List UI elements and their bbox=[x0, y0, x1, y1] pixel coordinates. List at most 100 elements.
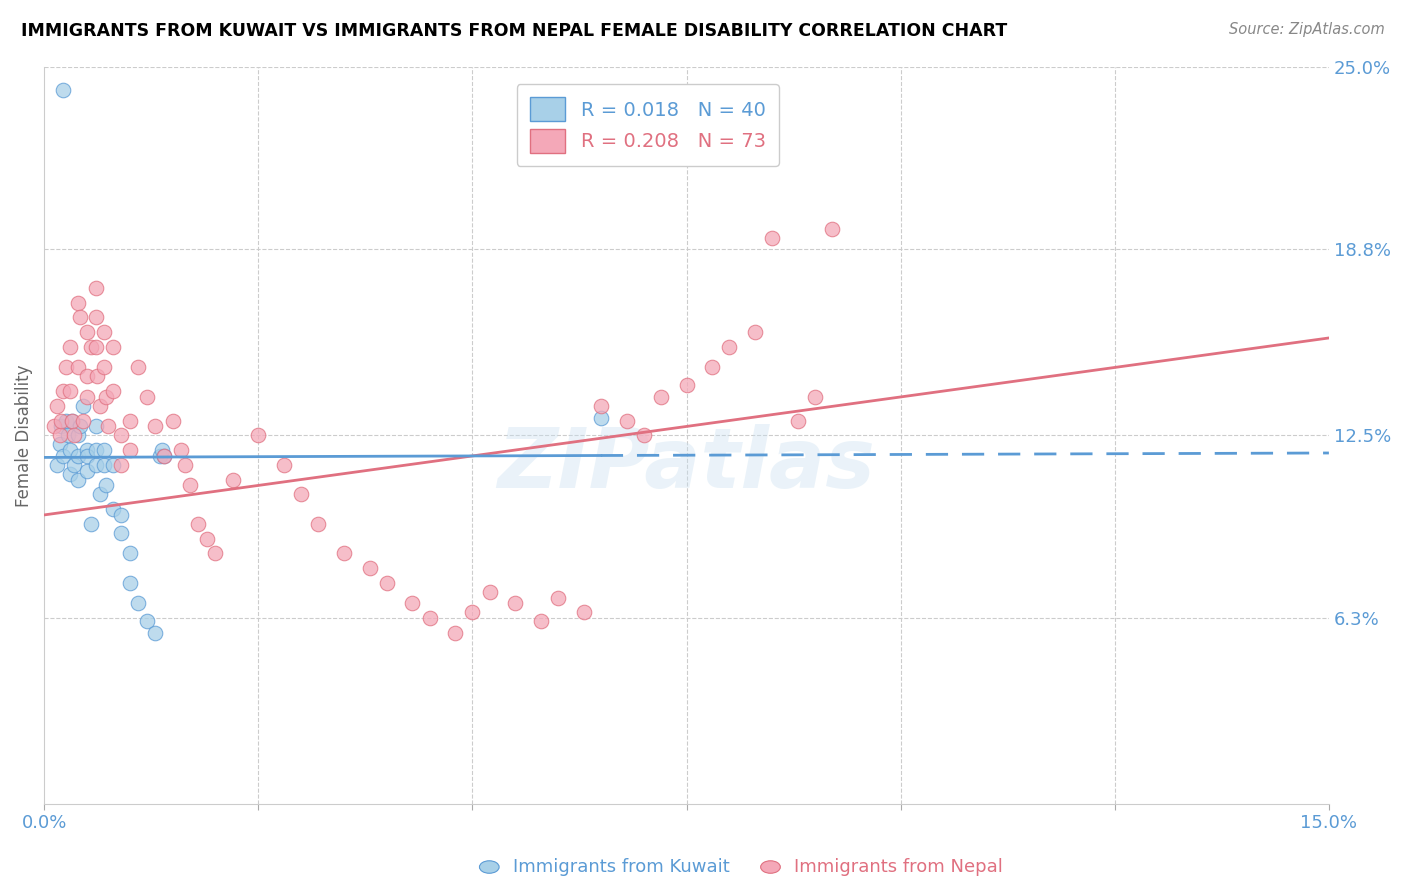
Point bbox=[52, 83, 75, 97]
Point bbox=[359, 561, 381, 575]
Text: Immigrants from Kuwait: Immigrants from Kuwait bbox=[513, 858, 730, 876]
Point bbox=[650, 390, 672, 404]
Point bbox=[118, 575, 141, 590]
Point bbox=[204, 546, 226, 560]
Point bbox=[46, 458, 69, 472]
Point bbox=[153, 449, 176, 463]
Point bbox=[702, 360, 724, 375]
Point bbox=[333, 546, 356, 560]
Point bbox=[59, 443, 82, 458]
Point bbox=[187, 516, 209, 531]
Point bbox=[76, 369, 98, 384]
Point bbox=[76, 449, 98, 463]
Point bbox=[401, 596, 423, 610]
Point bbox=[110, 458, 132, 472]
Point bbox=[419, 611, 441, 625]
Point bbox=[821, 222, 844, 236]
Point bbox=[675, 378, 697, 392]
Point bbox=[135, 390, 157, 404]
Point bbox=[55, 360, 77, 375]
Point bbox=[478, 584, 501, 599]
Point bbox=[67, 360, 90, 375]
Point bbox=[150, 443, 173, 458]
Point bbox=[67, 295, 90, 310]
Text: IMMIGRANTS FROM KUWAIT VS IMMIGRANTS FROM NEPAL FEMALE DISABILITY CORRELATION CH: IMMIGRANTS FROM KUWAIT VS IMMIGRANTS FRO… bbox=[21, 22, 1007, 40]
Point bbox=[633, 428, 655, 442]
Point bbox=[589, 410, 612, 425]
Point bbox=[461, 605, 484, 619]
Point bbox=[51, 419, 73, 434]
Point bbox=[149, 449, 172, 463]
Point bbox=[46, 399, 69, 413]
Point bbox=[48, 437, 70, 451]
Point bbox=[89, 399, 111, 413]
Point bbox=[110, 525, 132, 540]
Point bbox=[127, 360, 149, 375]
Point bbox=[145, 419, 167, 434]
Point bbox=[718, 340, 741, 354]
Point bbox=[63, 458, 86, 472]
Point bbox=[530, 614, 553, 628]
Point bbox=[94, 478, 117, 492]
Point bbox=[375, 575, 398, 590]
Point bbox=[60, 413, 83, 427]
Point bbox=[145, 626, 167, 640]
Point bbox=[84, 419, 107, 434]
Point bbox=[76, 443, 98, 458]
Point bbox=[761, 230, 783, 244]
Point bbox=[118, 443, 141, 458]
Point bbox=[179, 478, 201, 492]
Point bbox=[93, 325, 115, 339]
Point bbox=[56, 428, 79, 442]
Point bbox=[76, 325, 98, 339]
Point bbox=[72, 399, 94, 413]
Point bbox=[97, 419, 120, 434]
Point bbox=[80, 516, 103, 531]
Y-axis label: Female Disability: Female Disability bbox=[15, 364, 32, 507]
Point bbox=[101, 384, 124, 398]
Point bbox=[84, 310, 107, 325]
Point bbox=[786, 413, 808, 427]
Point bbox=[84, 443, 107, 458]
Point bbox=[170, 443, 193, 458]
Point bbox=[67, 473, 90, 487]
Point bbox=[101, 458, 124, 472]
Point bbox=[127, 596, 149, 610]
Point bbox=[63, 428, 86, 442]
Point bbox=[547, 591, 569, 605]
Point bbox=[290, 487, 312, 501]
Point bbox=[101, 340, 124, 354]
Point bbox=[69, 310, 91, 325]
Point bbox=[86, 369, 108, 384]
Point bbox=[118, 546, 141, 560]
Point bbox=[60, 413, 83, 427]
Point bbox=[59, 340, 82, 354]
Point bbox=[72, 413, 94, 427]
Point bbox=[48, 428, 70, 442]
Point bbox=[162, 413, 184, 427]
Point bbox=[84, 340, 107, 354]
Point bbox=[110, 508, 132, 522]
Point bbox=[55, 413, 77, 427]
Point bbox=[153, 449, 176, 463]
Point bbox=[174, 458, 197, 472]
Point bbox=[69, 419, 91, 434]
Point bbox=[51, 413, 73, 427]
Point bbox=[84, 458, 107, 472]
Point bbox=[93, 443, 115, 458]
Point bbox=[52, 384, 75, 398]
Point bbox=[76, 390, 98, 404]
Point bbox=[59, 384, 82, 398]
Point bbox=[444, 626, 467, 640]
Point bbox=[118, 413, 141, 427]
Legend: R = 0.018   N = 40, R = 0.208   N = 73: R = 0.018 N = 40, R = 0.208 N = 73 bbox=[516, 84, 779, 166]
Point bbox=[101, 502, 124, 516]
Point bbox=[89, 487, 111, 501]
Point bbox=[67, 449, 90, 463]
Point bbox=[93, 360, 115, 375]
Point bbox=[804, 390, 827, 404]
Point bbox=[616, 413, 638, 427]
Point bbox=[744, 325, 766, 339]
Text: Immigrants from Nepal: Immigrants from Nepal bbox=[794, 858, 1004, 876]
Point bbox=[503, 596, 526, 610]
